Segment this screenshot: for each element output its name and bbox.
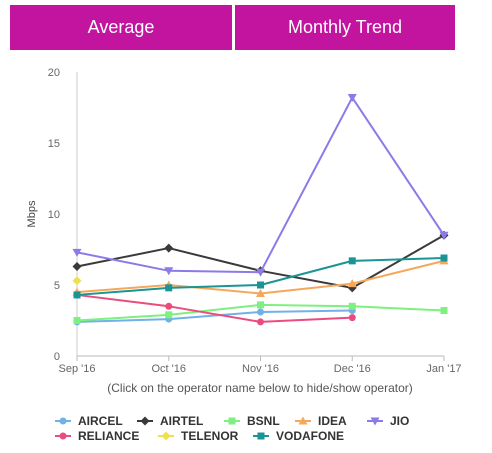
y-tick-label: 20 xyxy=(48,67,60,79)
data-point-reliance xyxy=(165,302,173,310)
data-point-idea xyxy=(347,279,357,288)
data-point-airtel xyxy=(164,243,174,253)
series-line-reliance xyxy=(76,293,353,323)
data-point-reliance xyxy=(348,314,356,322)
data-point-jio xyxy=(164,267,174,276)
data-point-jio xyxy=(256,268,265,277)
data-point-vodafone xyxy=(440,254,448,262)
legend-symbol-vodafone xyxy=(257,432,265,440)
y-tick-label: 10 xyxy=(48,209,60,221)
x-tick-label: Sep '16 xyxy=(59,363,96,375)
data-point-telenor xyxy=(72,276,82,286)
legend-hint: (Click on the operator name below to hid… xyxy=(107,381,413,395)
x-tick-label: Oct '16 xyxy=(151,363,186,375)
data-point-airtel xyxy=(72,262,82,272)
data-point-reliance xyxy=(257,318,264,326)
legend-symbol-reliance xyxy=(59,432,67,440)
y-tick-label: 5 xyxy=(54,280,60,292)
legend-item-reliance[interactable]: RELIANCE xyxy=(78,429,139,443)
tab-average[interactable]: Average xyxy=(10,5,232,50)
legend-item-aircel[interactable]: AIRCEL xyxy=(78,414,123,428)
data-point-aircel xyxy=(257,308,264,316)
data-point-bsnl xyxy=(440,307,448,315)
data-point-vodafone xyxy=(165,284,173,292)
x-tick-label: Nov '16 xyxy=(242,363,279,375)
data-point-vodafone xyxy=(257,281,264,289)
legend-item-vodafone[interactable]: VODAFONE xyxy=(276,429,344,443)
legend-item-airtel[interactable]: AIRTEL xyxy=(160,414,203,428)
data-point-bsnl xyxy=(348,302,356,310)
legend-item-telenor[interactable]: TELENOR xyxy=(181,429,239,443)
data-point-bsnl xyxy=(73,317,81,324)
y-tick-label: 15 xyxy=(48,138,60,150)
data-point-vodafone xyxy=(348,257,356,265)
legend-symbol-bsnl xyxy=(228,417,236,425)
y-tick-label: 0 xyxy=(54,351,60,363)
series-line-aircel xyxy=(76,309,353,323)
data-point-jio xyxy=(72,248,82,257)
data-point-bsnl xyxy=(257,301,264,309)
series-line-jio xyxy=(76,96,445,274)
data-point-bsnl xyxy=(165,311,173,319)
y-axis-label: Mbps xyxy=(26,200,38,227)
legend-symbol-jio xyxy=(370,417,380,426)
data-point-jio xyxy=(347,94,357,103)
series-line-airtel xyxy=(76,234,445,289)
tab-monthly-trend[interactable]: Monthly Trend xyxy=(235,5,455,50)
legend-item-bsnl[interactable]: BSNL xyxy=(247,414,280,428)
x-tick-label: Jan '17 xyxy=(426,363,461,375)
x-tick-label: Dec '16 xyxy=(334,363,371,375)
data-point-vodafone xyxy=(73,291,81,299)
legend-item-jio[interactable]: JIO xyxy=(390,414,409,428)
legend-symbol-idea xyxy=(298,416,308,425)
data-point-jio xyxy=(439,231,449,240)
legend-symbol-airtel xyxy=(140,416,150,426)
legend-symbol-aircel xyxy=(59,417,67,425)
legend-item-idea[interactable]: IDEA xyxy=(318,414,347,428)
data-point-idea xyxy=(256,289,265,298)
legend-symbol-telenor xyxy=(161,431,171,441)
